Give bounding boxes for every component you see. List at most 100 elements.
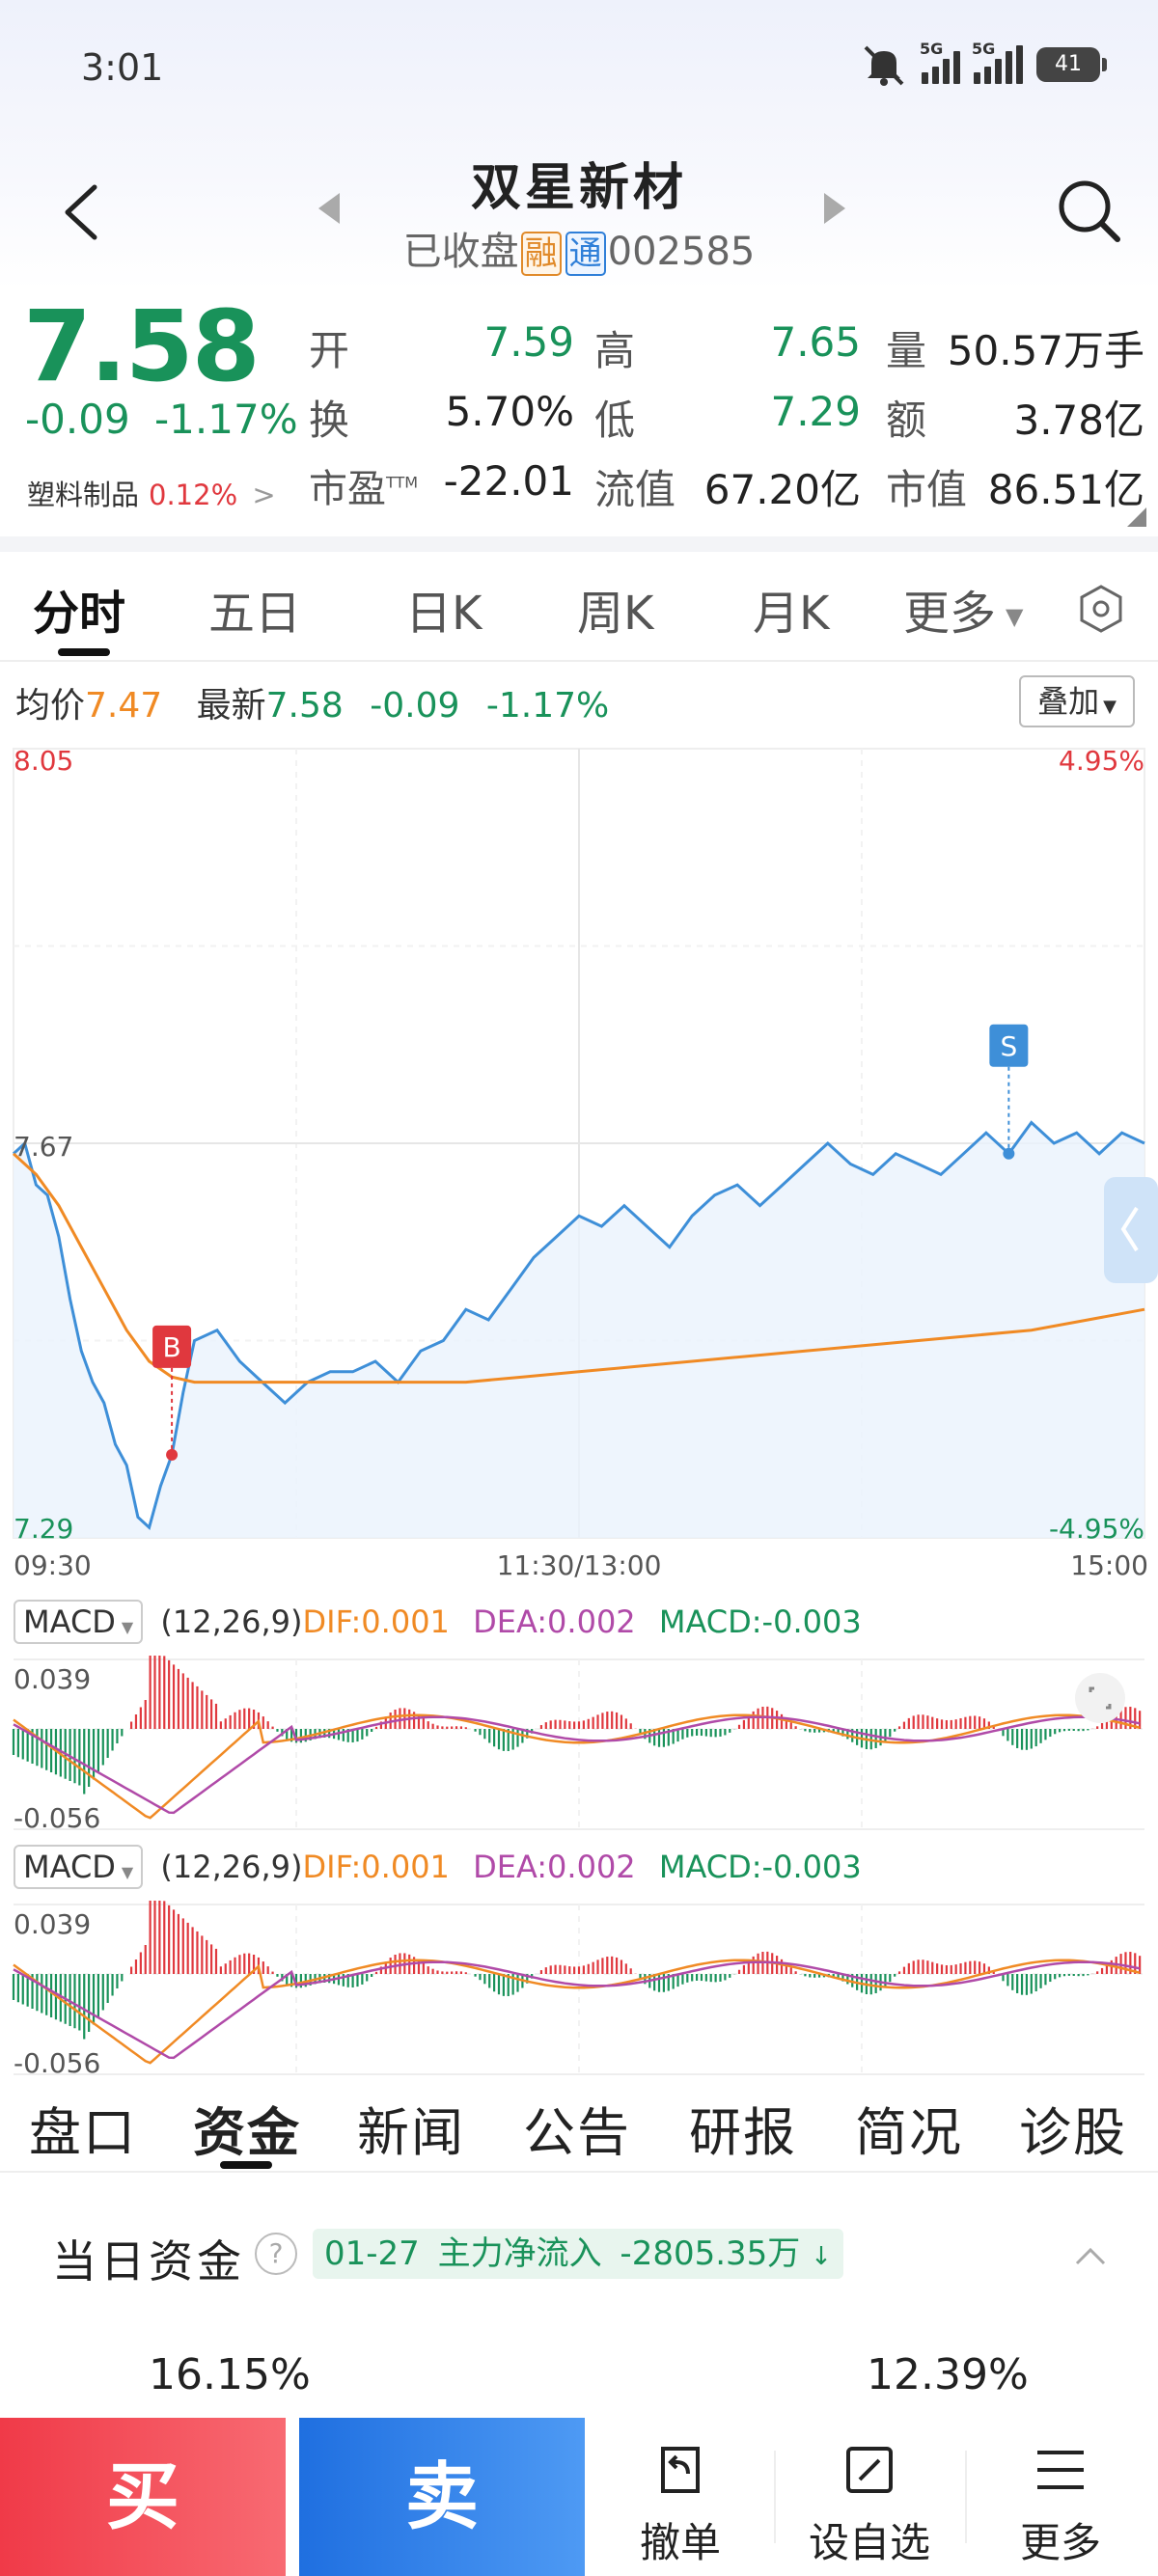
market-cap-value: 86.51亿 [987, 466, 1144, 513]
signal-2-icon: 5G [972, 40, 1023, 84]
tab-news[interactable]: 新闻 [357, 2102, 465, 2163]
expand-corner-icon[interactable] [1127, 507, 1146, 527]
dea-line-1 [13, 1715, 1141, 1815]
macd-chart-1[interactable]: 0.039 -0.056 [0, 1656, 1158, 1833]
tab-five-day[interactable]: 五日 [208, 587, 302, 641]
search-icon [1059, 180, 1120, 242]
market-cap-label: 市值 [886, 466, 968, 513]
x-tick-midday: 11:30/13:00 [497, 1549, 662, 1581]
menu-icon [1037, 2451, 1084, 2489]
y-min-pct-label: -4.95% [1049, 1513, 1144, 1545]
dea-value-1: 0.002 [547, 1603, 636, 1640]
change-percent: -1.17% [154, 396, 298, 443]
triangle-left-icon [318, 193, 340, 224]
fullscreen-icon[interactable] [1075, 1673, 1125, 1723]
caret-down-icon: ▼ [1006, 603, 1024, 630]
trade-markers: BS [152, 1024, 1029, 1461]
flow-label: 主力净流入 [437, 2234, 602, 2273]
macd-title-1: MACD [23, 1603, 116, 1640]
buy-marker-label: B [162, 1331, 180, 1363]
change-value: -0.09 [25, 396, 130, 443]
dif-label-1: DIF: [302, 1603, 362, 1640]
status-time: 3:01 [81, 46, 164, 89]
intraday-chart[interactable]: BS 8.05 7.67 7.29 4.95% -4.95% 09:30 11:… [0, 741, 1158, 1590]
macd-title-2: MACD [23, 1849, 116, 1885]
caret-down-icon: ▼ [121, 1863, 134, 1881]
prev-stock-button[interactable] [311, 189, 345, 228]
stock-subtitle: 已收盘融通 002585 [0, 220, 1158, 276]
avg-price-line [12, 1152, 1145, 1384]
volume-value: 50.57万手 [947, 327, 1144, 374]
tab-weekly-k[interactable]: 周K [577, 587, 654, 641]
low-value: 7.29 [770, 388, 861, 435]
macd-selector-1[interactable]: MACD ▼ [14, 1600, 144, 1644]
tab-daily-k[interactable]: 日K [405, 587, 482, 641]
arrow-down-icon: ↓ [811, 2242, 832, 2271]
overlay-button[interactable]: 叠加 ▼ [1019, 675, 1135, 727]
sell-button[interactable]: 卖 [299, 2418, 585, 2576]
chevron-left-icon [1120, 1206, 1139, 1252]
capital-flow-title: 当日资金 [52, 2235, 245, 2288]
sell-marker-label: S [1000, 1030, 1017, 1062]
network-1-label: 5G [920, 40, 944, 58]
float-cap-label: 流值 [594, 466, 676, 513]
help-icon[interactable]: ? [255, 2233, 297, 2275]
macd-label-2: MACD: [658, 1849, 762, 1885]
current-price: 7.58 [23, 289, 261, 404]
side-panel-handle[interactable] [1104, 1177, 1158, 1283]
chevron-up-icon[interactable] [1073, 2244, 1108, 2267]
macd-selector-2[interactable]: MACD ▼ [14, 1845, 144, 1889]
undo-doc-icon [661, 2447, 700, 2493]
dif-line-2 [13, 1959, 1141, 2065]
more-actions-label: 更多 [1019, 2519, 1101, 2566]
cancel-order-button[interactable]: 撤单 [589, 2418, 772, 2576]
macd-params-1: (12,26,9) [160, 1603, 303, 1640]
tab-monthly-k[interactable]: 月K [753, 587, 830, 641]
sector-link[interactable]: 塑料制品 0.12% > [27, 473, 276, 513]
back-button[interactable] [54, 174, 112, 251]
search-button[interactable] [1052, 174, 1129, 251]
last-label: 最新 [196, 686, 266, 726]
next-stock-button[interactable] [818, 189, 853, 228]
section-divider [0, 536, 1158, 552]
dea-label-2: DEA: [473, 1849, 548, 1885]
stock-name: 双星新材 [470, 159, 687, 217]
dea-line-2 [13, 1960, 1141, 2060]
action-separator [965, 2451, 967, 2543]
triangle-right-icon [824, 193, 845, 224]
signal-1-icon: 5G [920, 40, 960, 84]
amount-label: 额 [886, 397, 927, 444]
buy-button[interactable]: 买 [0, 2418, 286, 2576]
macd-params-2: (12,26,9) [160, 1849, 303, 1885]
macd-ymax-1: 0.039 [14, 1663, 91, 1695]
tab-research[interactable]: 研报 [689, 2102, 797, 2163]
tab-more[interactable]: 更多 ▼ [903, 575, 1023, 643]
tab-intraday[interactable]: 分时 [33, 587, 126, 641]
bottom-tabs-divider [0, 2171, 1158, 2173]
more-actions-button[interactable]: 更多 [969, 2418, 1152, 2576]
flow-value: -2805.35万 [620, 2234, 801, 2273]
tabs-divider [0, 660, 1158, 662]
tab-diagnosis[interactable]: 诊股 [1019, 2102, 1127, 2163]
settings-hex-icon[interactable] [1075, 583, 1127, 635]
action-separator [774, 2451, 776, 2543]
macd-bars-1 [12, 1656, 1142, 1795]
marker-dot [1003, 1147, 1015, 1160]
y-min-label: 7.29 [14, 1513, 73, 1545]
turnover-label: 换 [309, 397, 350, 444]
tab-capital[interactable]: 资金 [193, 2102, 301, 2163]
tab-order-book[interactable]: 盘口 [29, 2102, 137, 2163]
tab-announcements[interactable]: 公告 [523, 2102, 631, 2163]
macd-value-1: -0.003 [761, 1603, 862, 1640]
add-watchlist-button[interactable]: 设自选 [778, 2418, 961, 2576]
volume-label: 量 [886, 327, 927, 374]
last-value: 7.58 [265, 686, 344, 726]
flow-percent-left: 16.15% [149, 2350, 311, 2399]
dif-label-2: DIF: [302, 1849, 362, 1885]
high-value: 7.65 [770, 318, 861, 366]
macd-label-1: MACD: [658, 1603, 762, 1640]
connect-tag: 通 [565, 232, 606, 276]
sector-name: 塑料制品 [27, 479, 140, 511]
tab-profile[interactable]: 简况 [855, 2102, 963, 2163]
macd-chart-2[interactable]: 0.039 -0.056 [0, 1901, 1158, 2078]
